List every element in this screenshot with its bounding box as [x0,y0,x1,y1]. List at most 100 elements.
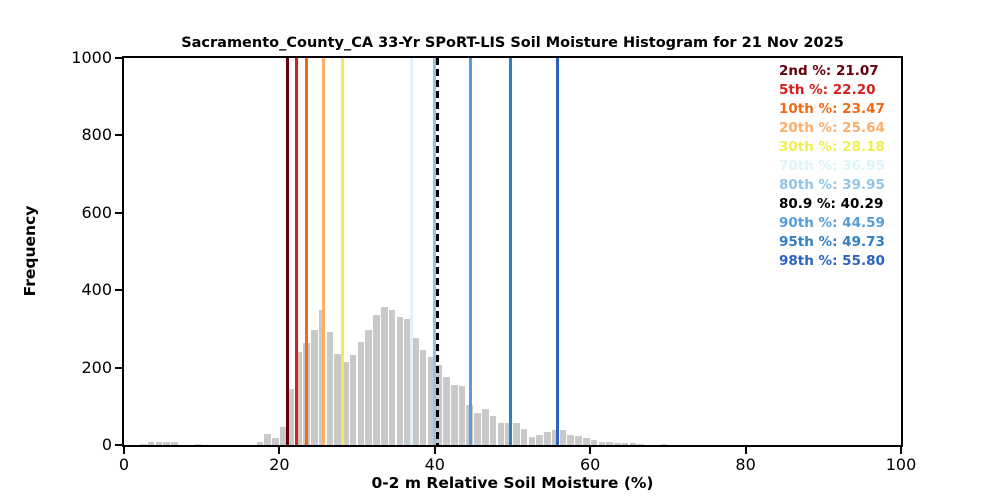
x-tick-mark [589,447,592,454]
y-tick-label: 1000 [71,48,112,67]
histogram-bar [373,315,380,445]
histogram-bar [349,355,357,445]
histogram-bar [342,361,349,445]
histogram-bar [505,422,512,445]
percentile-legend: 2nd %: 21.07 5th %: 22.20 10th %: 23.47 20t… [779,62,904,271]
histogram-bar [583,438,590,445]
legend-entry-p2: 2nd %: 21.07 [779,63,879,79]
histogram-bar [482,409,489,445]
histogram-bar [272,438,279,445]
histogram-bar [194,443,202,445]
x-tick-label: 100 [885,455,917,474]
percentile-line-p90 [468,58,472,445]
y-tick-label: 800 [81,125,112,145]
histogram-bar [551,429,559,445]
histogram-bar [427,357,435,445]
chart-title: Sacramento_County_CA 33-Yr SPoRT-LIS Soi… [181,35,844,51]
histogram-bar [458,386,466,445]
histogram-bar [450,385,458,445]
legend-entry-p80: 80th %: 39.95 [779,177,885,193]
histogram-bar [536,434,543,445]
histogram-bar [614,442,621,445]
percentile-line-p5 [294,58,298,445]
histogram-bar [520,429,528,445]
histogram-bar [264,434,272,445]
histogram-bar [155,442,163,445]
percentile-line-p95 [508,58,512,445]
histogram-bar [575,436,582,445]
legend-entry-p5: 5th %: 22.20 [779,82,876,98]
histogram-bar [412,338,419,445]
y-tick-mark [115,289,122,292]
histogram-bar [326,332,334,445]
histogram-bar [163,442,170,445]
y-tick-label: 200 [81,357,112,377]
histogram-bar [606,441,613,445]
plot-area [122,56,903,447]
histogram-bar [404,319,411,445]
histogram-bar [660,444,668,445]
histogram-bar [334,353,341,445]
legend-entry-p20: 20th %: 25.64 [779,120,885,136]
x-tick-mark [744,447,747,454]
histogram-bar [544,431,551,445]
legend-entry-p10: 10th %: 23.47 [779,101,885,117]
percentile-line-p30 [341,58,345,445]
histogram-bar [287,388,295,445]
histogram-bar [443,377,450,445]
x-tick-mark [278,447,281,454]
histogram-bar [280,427,287,445]
histogram-bar [590,439,598,445]
y-tick-label: 400 [81,280,112,300]
histogram-bar [357,342,365,445]
x-axis-label: 0-2 m Relative Soil Moisture (%) [371,474,654,492]
histogram-bar [171,441,178,445]
histogram-bar [256,441,264,445]
histogram-bar [365,330,373,445]
legend-entry-p70: 70th %: 36.95 [779,158,885,174]
histogram-bar [474,412,481,445]
y-tick-mark [115,444,122,446]
y-tick-mark [115,211,122,214]
y-tick-mark [115,134,122,137]
histogram-bar [311,330,318,445]
x-tick-label: 40 [424,455,445,474]
legend-entry-current: 80.9 %: 40.29 [779,196,884,212]
histogram-bar [140,443,147,445]
percentile-line-p98 [556,58,560,445]
x-tick-label: 80 [735,455,756,474]
histogram-bar [621,442,629,445]
histogram-bar [598,441,606,445]
x-tick-label: 60 [580,455,601,474]
percentile-line-p10 [304,58,308,445]
histogram-bar [295,352,303,445]
histogram-bar [637,443,644,445]
histogram-bar [489,415,497,445]
histogram-bar [559,429,567,445]
legend-entry-p98: 98th %: 55.80 [779,253,885,269]
histogram-bar [388,309,396,445]
x-tick-mark [433,447,436,454]
y-tick-label: 0 [101,435,112,454]
histogram-bar [419,350,427,445]
percentile-line-p20 [321,58,325,445]
histogram-bar [147,441,155,445]
histogram-bar [528,437,536,445]
legend-entry-p95: 95th %: 49.73 [779,234,885,250]
histogram-bar [497,423,505,445]
percentile-line-p70 [409,58,413,445]
histogram-bar [567,434,575,445]
x-tick-mark [900,447,902,454]
histogram-bar [629,443,637,445]
histogram-bar [381,307,388,445]
x-tick-mark [123,447,125,454]
percentile-line-current [435,58,440,445]
y-tick-mark [115,366,122,369]
y-tick-label: 600 [81,202,112,222]
legend-entry-p30: 30th %: 28.18 [779,139,885,155]
y-axis-label: Frequency [21,205,39,297]
y-tick-mark [115,57,122,59]
percentile-line-p80 [432,58,436,445]
x-tick-label: 20 [269,455,290,474]
